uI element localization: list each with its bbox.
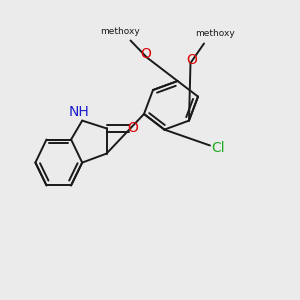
Text: methoxy: methoxy	[100, 27, 140, 36]
Text: NH: NH	[69, 106, 90, 119]
Text: O: O	[187, 53, 197, 67]
Text: methoxy: methoxy	[195, 29, 234, 38]
Text: O: O	[127, 122, 138, 135]
Text: O: O	[140, 47, 151, 61]
Text: methoxy: methoxy	[116, 32, 122, 34]
Text: Cl: Cl	[212, 141, 225, 154]
